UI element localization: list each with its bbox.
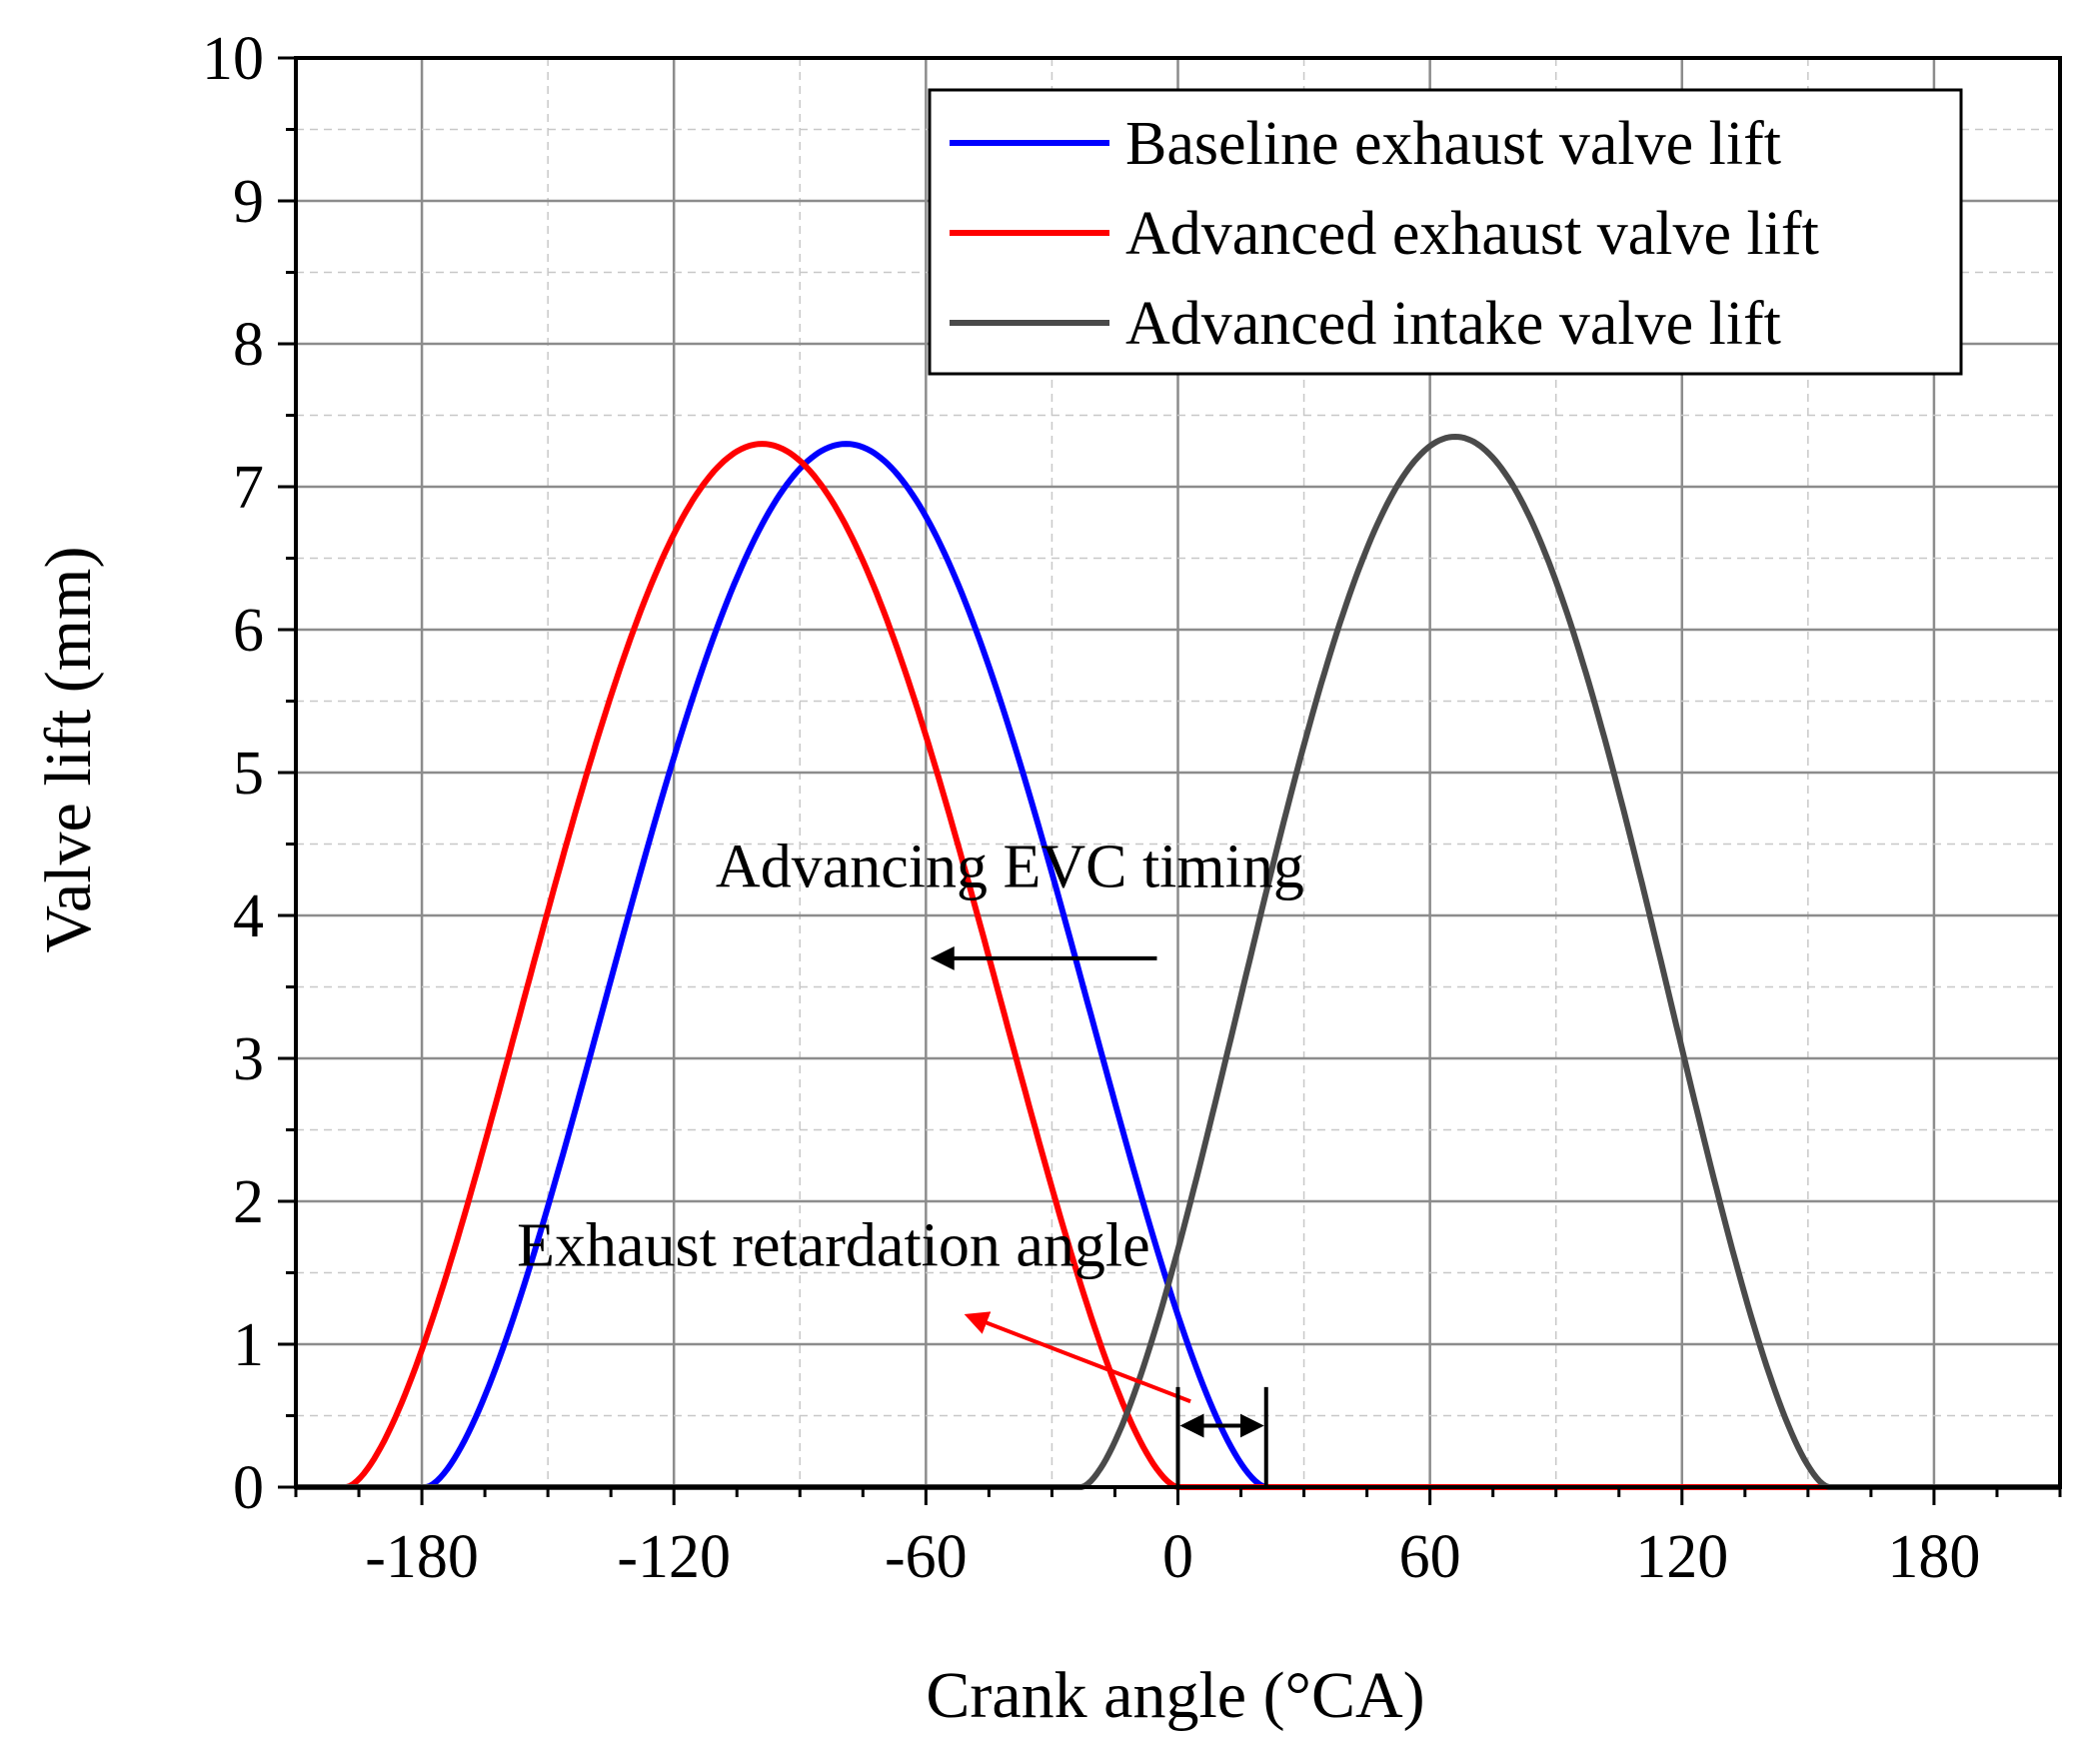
x-tick-label: 180 bbox=[1887, 1523, 1980, 1591]
y-tick-label: 6 bbox=[233, 597, 264, 665]
advanced-exhaust-curve bbox=[296, 441, 2060, 1490]
x-axis-title: Crank angle (°CA) bbox=[926, 1659, 1424, 1732]
series-curves bbox=[296, 434, 2060, 1490]
legend-label-advanced-intake: Advanced intake valve lift bbox=[1125, 290, 1781, 358]
exhaust-retardation-arrow bbox=[964, 1311, 1191, 1404]
x-tick-label: -120 bbox=[617, 1523, 731, 1591]
x-tick-label: 120 bbox=[1635, 1523, 1728, 1591]
annotations: Advancing EVC timing Exhaust retardation … bbox=[517, 833, 1304, 1487]
x-tick-label: -60 bbox=[885, 1523, 968, 1591]
legend: Baseline exhaust valve lift Advanced exh… bbox=[928, 88, 1963, 376]
y-tick-label: 2 bbox=[233, 1168, 264, 1236]
x-tick-label: -180 bbox=[365, 1523, 479, 1591]
x-tick-label: 60 bbox=[1399, 1523, 1461, 1591]
legend-label-baseline-exhaust: Baseline exhaust valve lift bbox=[1125, 110, 1781, 178]
y-tick-label: 3 bbox=[233, 1025, 264, 1093]
legend-label-advanced-exhaust: Advanced exhaust valve lift bbox=[1125, 200, 1819, 268]
y-tick-label: 4 bbox=[233, 882, 264, 950]
axis-ticks: -180 -120 -60 0 60 120 180 0 1 2 3 4 5 6 7 8 9 10 bbox=[202, 25, 2062, 1591]
annotation-exhaust-retardation: Exhaust retardation angle bbox=[517, 1211, 1150, 1279]
y-tick-label: 8 bbox=[233, 311, 264, 379]
y-tick-label: 9 bbox=[233, 168, 264, 236]
baseline-exhaust-curve bbox=[296, 441, 2060, 1490]
y-tick-label: 5 bbox=[233, 740, 264, 808]
y-tick-label: 1 bbox=[233, 1311, 264, 1379]
advanced-intake-curve bbox=[296, 434, 2060, 1490]
y-tick-label: 0 bbox=[233, 1454, 264, 1522]
y-tick-label: 7 bbox=[233, 454, 264, 522]
y-tick-label: 10 bbox=[202, 25, 264, 93]
annotation-advancing-evc: Advancing EVC timing bbox=[716, 833, 1304, 900]
x-tick-label: 0 bbox=[1162, 1523, 1193, 1591]
y-axis-title: Valve lift (mm) bbox=[32, 547, 105, 953]
